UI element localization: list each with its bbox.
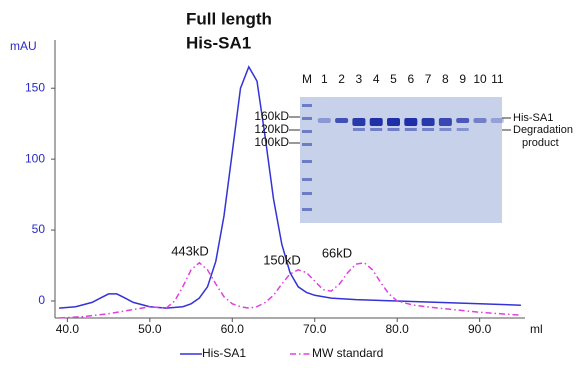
gel-band bbox=[302, 160, 312, 163]
x-tick-label: 60.0 bbox=[221, 322, 245, 336]
gel-band bbox=[439, 118, 452, 126]
marker-label: 160kD bbox=[254, 109, 289, 123]
gel-band bbox=[405, 128, 417, 131]
gel-image bbox=[300, 97, 502, 223]
lane-label: 1 bbox=[321, 72, 328, 86]
lane-label: M bbox=[302, 72, 312, 86]
gel-band bbox=[302, 208, 312, 211]
y-tick-label: 50 bbox=[32, 222, 46, 236]
gel-band bbox=[302, 130, 312, 133]
gel-band bbox=[318, 118, 331, 123]
peak-annotation: 150kD bbox=[263, 252, 301, 267]
gel-band bbox=[302, 192, 312, 195]
x-tick-label: 40.0 bbox=[56, 322, 80, 336]
gel-band bbox=[439, 128, 451, 131]
lane-label: 3 bbox=[356, 72, 363, 86]
gel-band bbox=[370, 118, 383, 126]
gel-band bbox=[387, 118, 400, 126]
gel-band bbox=[404, 118, 417, 126]
peak-annotation: 66kD bbox=[322, 245, 352, 260]
chart: Full length His-SA1 mAU ml 0 50 100 150 40.0… bbox=[0, 0, 584, 368]
title: Full length His-SA1 bbox=[186, 9, 272, 52]
gel-band bbox=[422, 118, 435, 126]
y-tick-label: 100 bbox=[25, 151, 45, 165]
x-tick-label: 90.0 bbox=[468, 322, 492, 336]
lane-label: 4 bbox=[373, 72, 380, 86]
gel-band bbox=[457, 128, 469, 131]
lane-label: 9 bbox=[459, 72, 466, 86]
legend-label: MW standard bbox=[312, 346, 383, 360]
gel-band bbox=[352, 118, 365, 126]
gel-band bbox=[370, 128, 382, 131]
gel-band bbox=[388, 128, 400, 131]
lane-label: 8 bbox=[442, 72, 449, 86]
lane-label: 5 bbox=[390, 72, 397, 86]
gel-band bbox=[456, 118, 469, 123]
legend-label: His-SA1 bbox=[202, 346, 246, 360]
band-label: product bbox=[522, 137, 559, 149]
gel-band bbox=[302, 117, 312, 120]
lane-label: 7 bbox=[425, 72, 432, 86]
lane-label: 6 bbox=[407, 72, 414, 86]
gel-band bbox=[302, 178, 312, 181]
x-tick-label: 70.0 bbox=[303, 322, 327, 336]
band-label: His-SA1 bbox=[513, 112, 553, 124]
y-tick-label: 0 bbox=[38, 293, 45, 307]
gel-band bbox=[302, 143, 312, 146]
x-tick-label: 50.0 bbox=[138, 322, 162, 336]
x-axis-label: ml bbox=[530, 322, 543, 336]
gel-band bbox=[302, 104, 312, 107]
x-tick-label: 80.0 bbox=[386, 322, 410, 336]
band-label: Degradation bbox=[513, 124, 573, 136]
y-tick-label: 150 bbox=[25, 80, 45, 94]
lane-label: 11 bbox=[491, 72, 504, 86]
gel-band bbox=[491, 118, 504, 123]
y-axis-label: mAU bbox=[10, 39, 37, 53]
peak-annotation: 443kD bbox=[171, 243, 209, 258]
lane-label: 10 bbox=[473, 72, 487, 86]
title-line: His-SA1 bbox=[186, 33, 251, 52]
marker-label: 100kD bbox=[254, 135, 289, 149]
title-line: Full length bbox=[186, 9, 272, 28]
gel-band bbox=[353, 128, 365, 131]
gel-band bbox=[335, 118, 348, 123]
gel-band bbox=[422, 128, 434, 131]
lane-label: 2 bbox=[338, 72, 345, 86]
marker-label: 120kD bbox=[254, 122, 289, 136]
gel-band bbox=[474, 118, 487, 123]
